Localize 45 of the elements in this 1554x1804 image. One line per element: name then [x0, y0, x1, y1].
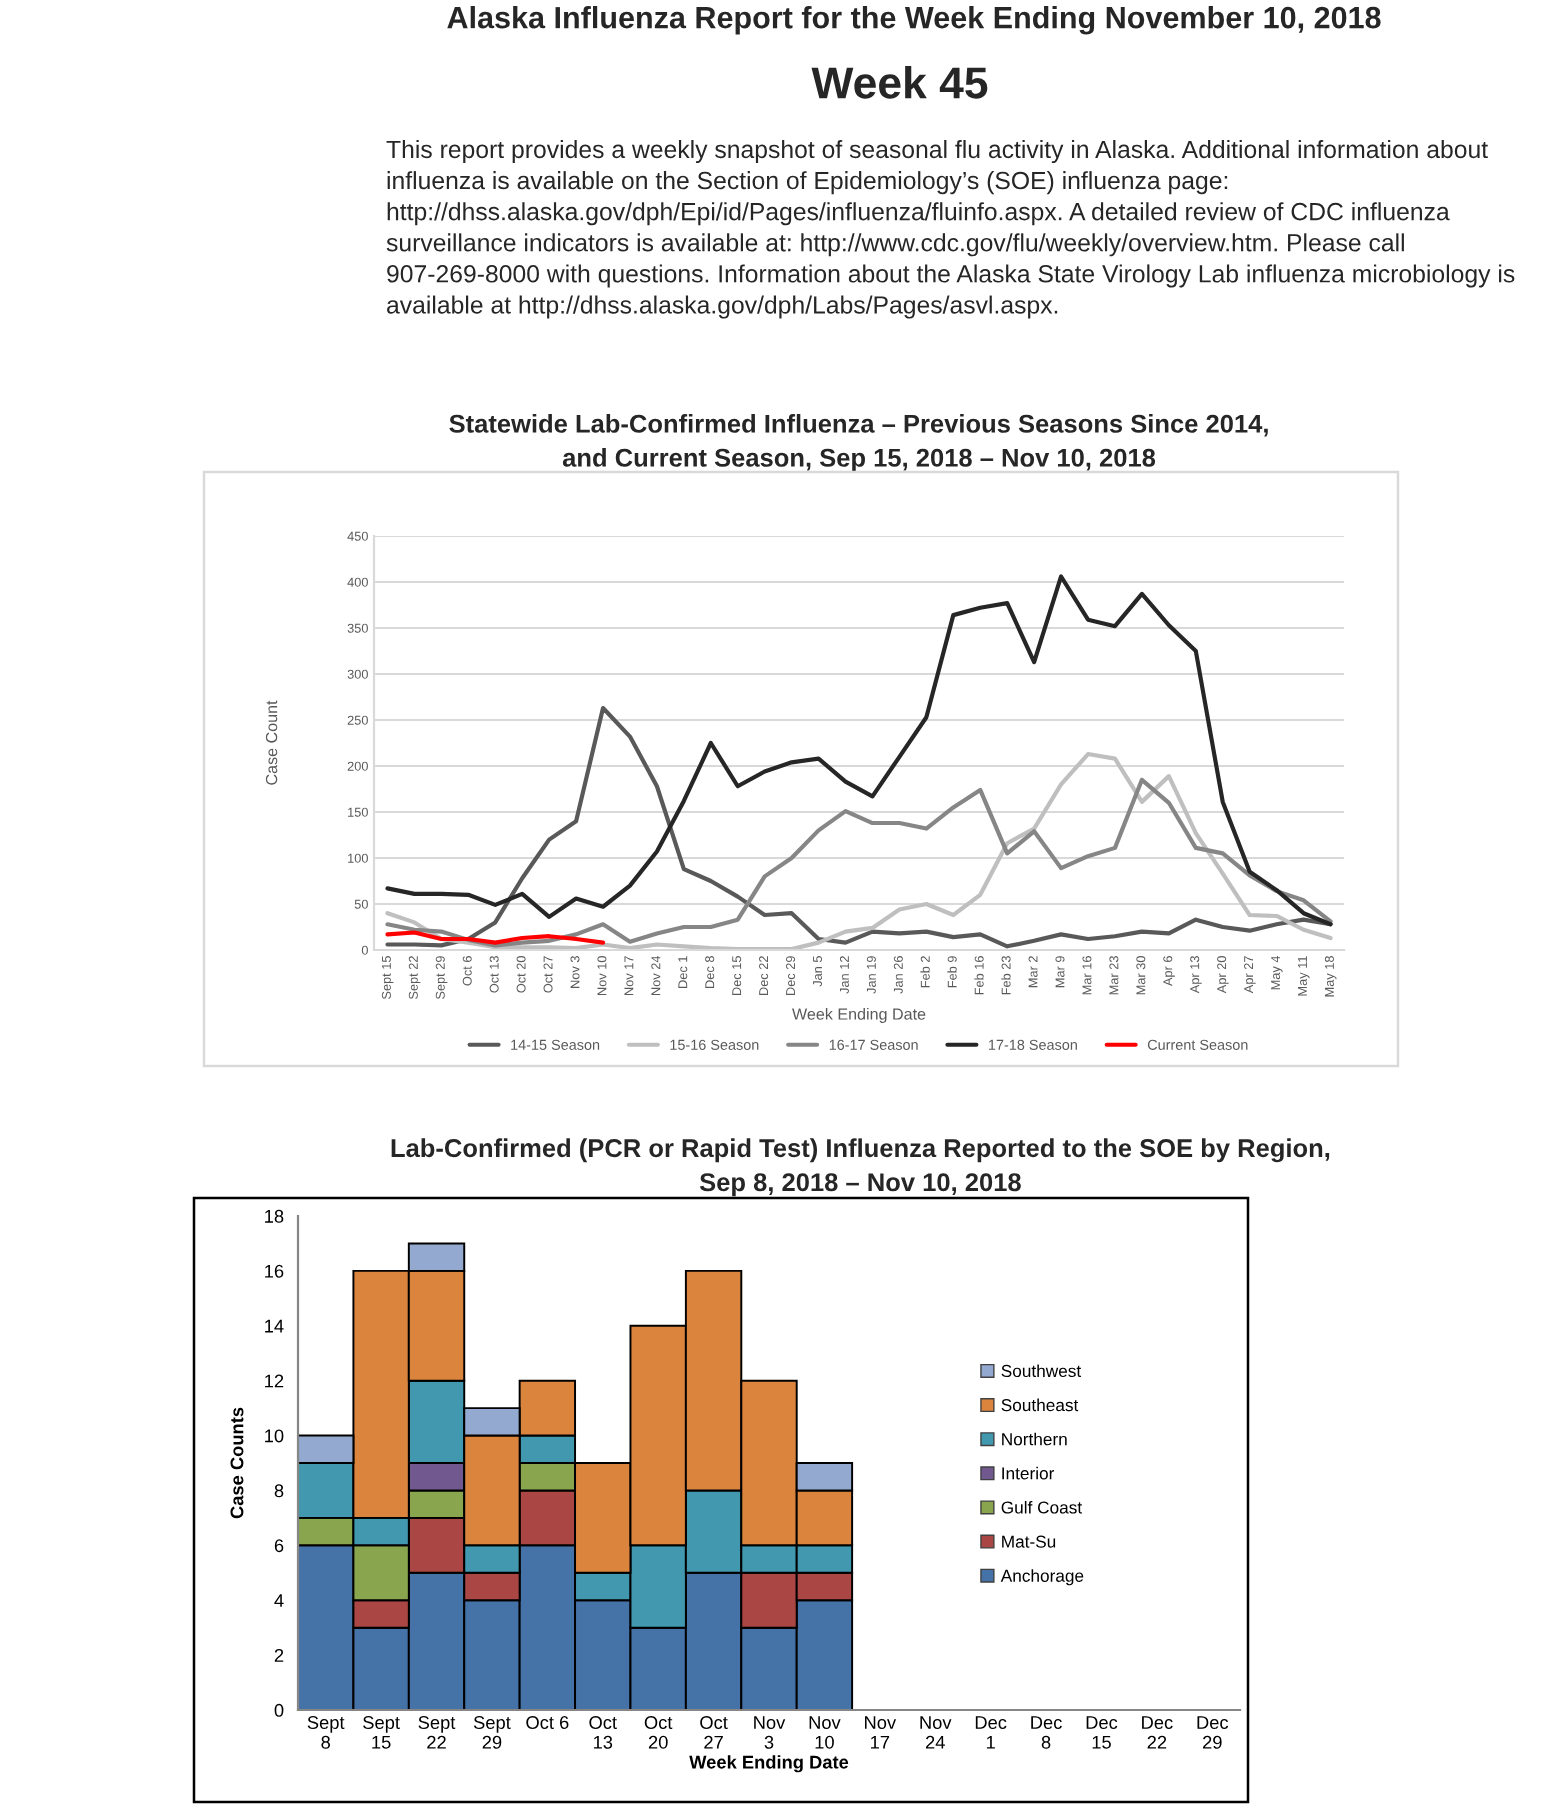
legend-label: Anchorage — [1000, 1569, 1084, 1586]
legend-label: Southeast — [1001, 1398, 1079, 1412]
text: Week 45 — [811, 66, 988, 99]
x-axis-title: Week Ending Date — [689, 1755, 849, 1773]
y-tick-label: 14 — [265, 1319, 284, 1333]
y-axis-title: Case Count — [265, 700, 278, 785]
x-tick-label: Sept 29 — [473, 1716, 511, 1749]
y-axis-title: Case Counts — [230, 1407, 244, 1519]
y-tick-label: 8 — [274, 1484, 284, 1498]
x-tick-label: Dec 29 — [1197, 1716, 1229, 1749]
x-tick-label: Sept 22 — [418, 1716, 456, 1749]
y-tick-label: 0 — [274, 1703, 284, 1717]
x-tick-label: Nov 24 — [920, 1716, 952, 1749]
x-tick-label: Oct 6 — [526, 1716, 569, 1730]
y-tick-label: 2 — [274, 1648, 284, 1662]
legend-label: Southwest — [1001, 1364, 1082, 1378]
y-tick-label: 18 — [265, 1209, 284, 1223]
text: Alaska Influenza Report for the Week Ending November 10, 2018 — [447, 6, 1381, 35]
line-series — [385, 574, 1333, 927]
chart-title: Lab-Confirmed (PCR or Rapid Test) Influenza Reported to the SOE by Region, Sep 8, 2018 – Nov 10, 2018 — [391, 1138, 1330, 1197]
y-tick-label: 10 — [265, 1429, 284, 1443]
chart-title: Statewide Lab-Confirmed Influenza – Previous Seasons Since 2014, and Current Season, Sep 15, 2018 – Nov 10, 2018 — [449, 414, 1268, 472]
text: This report provides a weekly snapshot of seasonal flu activity in Alaska. Additional information about influenza is available on the Section of Epidemiology’s (SOE) influenza page: http://dhss.alaska.gov/dph/Epi/id/Pages/influenza/fluinfo.aspx. A detailed review of CDC influenza surveillance indicators is available at: http://www.cdc.gov/flu/weekly/overview.htm. Please call 907-269-8000 with questions. Information about the Alaska State Virology Lab influenza microbiology is available at http://dhss.alaska.gov/dph/Labs/Pages/asvl.aspx. — [386, 140, 1515, 319]
x-tick-label: Dec 8 — [1031, 1716, 1062, 1749]
x-tick-label: Nov 17 — [865, 1716, 897, 1749]
x-tick-label: Nov 10 — [809, 1716, 841, 1749]
x-tick-label: Oct 20 — [644, 1716, 673, 1749]
legend-label: Interior — [1002, 1466, 1055, 1480]
y-tick-label: 6 — [274, 1539, 284, 1553]
line-series — [385, 705, 1333, 949]
x-tick-label: Dec 15 — [1086, 1716, 1118, 1749]
x-tick-label: Oct 13 — [589, 1716, 617, 1749]
x-tick-label: Dec 22 — [1142, 1716, 1173, 1749]
y-tick-label: 4 — [274, 1594, 284, 1607]
x-tick-label: Sept 15 — [363, 1716, 400, 1749]
legend-label: Mat-Su — [1002, 1535, 1056, 1548]
x-tick-label: Sept 8 — [307, 1716, 345, 1749]
x-axis-title: Week Ending Date — [792, 1007, 926, 1023]
legend-label: Northern — [1002, 1432, 1067, 1446]
x-tick-label: Oct 27 — [700, 1716, 728, 1749]
y-tick-label: 16 — [265, 1264, 284, 1278]
legend-label: Gulf Coast — [1001, 1500, 1082, 1514]
y-tick-label: 12 — [265, 1374, 284, 1388]
x-tick-label: Dec 1 — [975, 1716, 1007, 1749]
x-tick-label: Nov 3 — [754, 1716, 786, 1749]
